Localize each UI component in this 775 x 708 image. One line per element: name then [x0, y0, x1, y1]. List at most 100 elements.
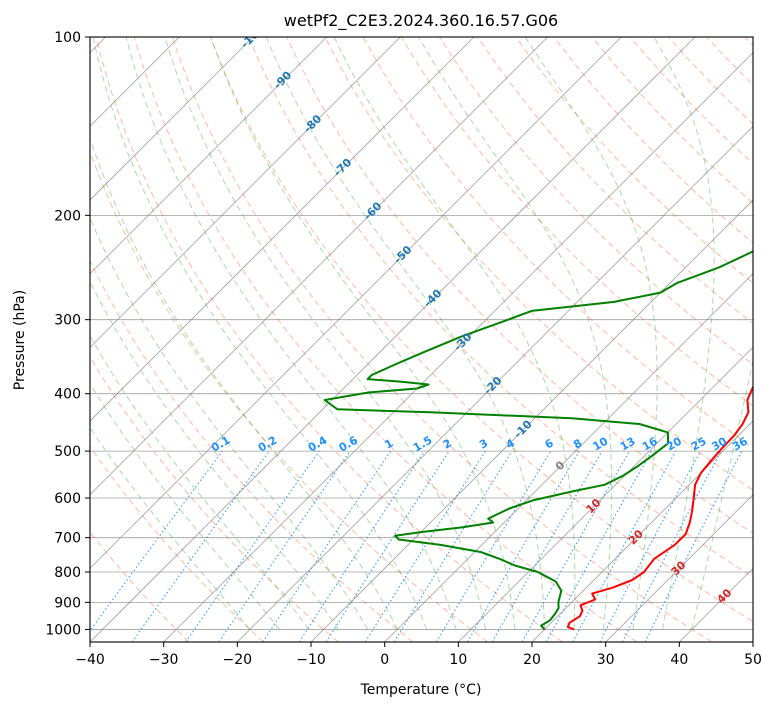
mixing-ratio-label: 2 [441, 437, 454, 452]
mixing-ratio-line [185, 450, 320, 642]
isotherm-warm-label: 20 [626, 527, 646, 547]
mixing-ratio-label: 25 [689, 435, 709, 454]
isotherm-line [237, 125, 753, 642]
x-axis-ticks: −40 −30 −20 −10 0 10 20 30 40 50 [75, 642, 762, 668]
isotherm-label: -90 [271, 68, 294, 91]
x-tick-label: 0 [380, 652, 389, 668]
moist-adiabat [265, 37, 546, 630]
mixing-ratio-line [325, 450, 450, 642]
mixing-ratio-line [545, 450, 653, 642]
x-tick-label: −20 [223, 652, 253, 668]
isotherm-line [458, 346, 753, 642]
y-tick-label: 400 [54, 387, 81, 403]
mixing-ratio-line [218, 450, 351, 642]
dry-adiabat [133, 37, 638, 642]
isotherm-label: -40 [421, 287, 444, 310]
chart-title: wetPf2_C2E3.2024.360.16.57.G06 [284, 11, 558, 31]
dry-adiabat [591, 37, 753, 204]
mixing-ratio-label: 10 [591, 434, 611, 453]
y-axis-ticks: 100 200 300 400 500 600 700 800 900 1000 [45, 30, 90, 638]
isotherm-line [90, 37, 327, 275]
moist-adiabat [524, 37, 658, 630]
x-tick-label: 10 [449, 652, 467, 668]
dry-adiabat [90, 445, 264, 642]
moist-adiabat [90, 216, 369, 630]
moist-adiabat [90, 382, 280, 630]
mixing-ratio-label: 3 [477, 437, 490, 452]
isotherm-line [752, 641, 753, 642]
isotherm-line [163, 52, 753, 642]
x-tick-label: 50 [744, 652, 762, 668]
isotherm-warm-label: 40 [714, 586, 734, 606]
dry-adiabat [248, 37, 753, 578]
isotherm-line [90, 37, 401, 348]
moist-adiabat [164, 37, 487, 630]
y-tick-label: 700 [54, 531, 81, 547]
dry-adiabat [90, 259, 414, 642]
mixing-ratio-label: 4 [504, 436, 517, 451]
isotherm-line [90, 37, 696, 642]
mixing-ratio-line [298, 450, 425, 642]
x-axis-label: Temperature (°C) [360, 682, 482, 698]
isotherm-line [90, 37, 548, 496]
plot-area: 0.1 0.2 0.4 0.6 1 1.5 2 3 4 6 8 10 13 16 20 25 30 36-100-… [89, 36, 754, 643]
y-tick-label: 200 [54, 208, 81, 224]
isotherm-line [90, 37, 622, 569]
moist-adiabat [653, 37, 715, 630]
x-tick-label: 40 [670, 652, 688, 668]
y-tick-label: 500 [54, 444, 81, 460]
isotherm-label: -70 [331, 156, 354, 179]
mixing-ratio-line [90, 450, 223, 632]
mixing-ratio-label: 30 [709, 434, 729, 453]
isotherm-label: -80 [301, 112, 324, 135]
dry-adiabat [286, 37, 753, 534]
x-tick-label: −40 [75, 652, 105, 668]
moist-adiabat [210, 37, 516, 630]
moist-adiabat [333, 37, 576, 630]
dry-adiabat [210, 37, 753, 623]
moist-adiabat [125, 37, 457, 630]
dry-adiabat [324, 37, 753, 491]
isotherm-line [679, 567, 753, 642]
isotherm-line [90, 37, 254, 201]
dry-adiabat [744, 37, 753, 47]
moist-adiabat [90, 334, 310, 630]
moist-adiabat [92, 37, 428, 630]
mixing-ratio-line [393, 450, 513, 642]
dry-adiabat [706, 37, 753, 86]
mixing-ratio-line [262, 450, 392, 642]
dry-adiabat [90, 531, 190, 642]
dry-adiabat [95, 37, 563, 642]
dry-adiabat [668, 37, 753, 125]
x-tick-label: −30 [149, 652, 179, 668]
plot-frame [89, 36, 754, 643]
dry-adiabat [90, 150, 488, 642]
mixing-ratio-line [364, 450, 486, 642]
y-axis-label: Pressure (hPa) [12, 290, 28, 390]
isotherm-warm-label: 30 [669, 558, 689, 578]
mixing-ratio-line [644, 450, 743, 642]
dry-adiabat [171, 37, 712, 642]
mixing-ratio-label: 13 [618, 435, 638, 454]
mixing-ratio-line [131, 450, 270, 642]
dewpoint-profile-line [323, 250, 753, 631]
dry-adiabat [90, 356, 339, 642]
y-tick-label: 800 [54, 565, 81, 581]
isotherm-line [605, 494, 753, 642]
dry-adiabat [477, 37, 753, 325]
moist-adiabat [90, 426, 251, 630]
y-tick-label: 1000 [45, 622, 81, 638]
dry-adiabat [515, 37, 753, 284]
isotherm-label: -50 [391, 243, 414, 266]
isotherm-zero-label: 0 [553, 458, 568, 473]
moist-adiabat [691, 358, 753, 630]
mixing-ratio-label: 6 [543, 436, 556, 451]
isotherm-label: -60 [361, 199, 384, 222]
isotherm-warm-label: 10 [584, 496, 604, 516]
isotherm-line [531, 420, 753, 642]
y-tick-label: 300 [54, 313, 81, 329]
x-tick-label: 30 [597, 652, 615, 668]
mixing-ratio-line [521, 450, 630, 642]
x-tick-label: −10 [296, 652, 326, 668]
